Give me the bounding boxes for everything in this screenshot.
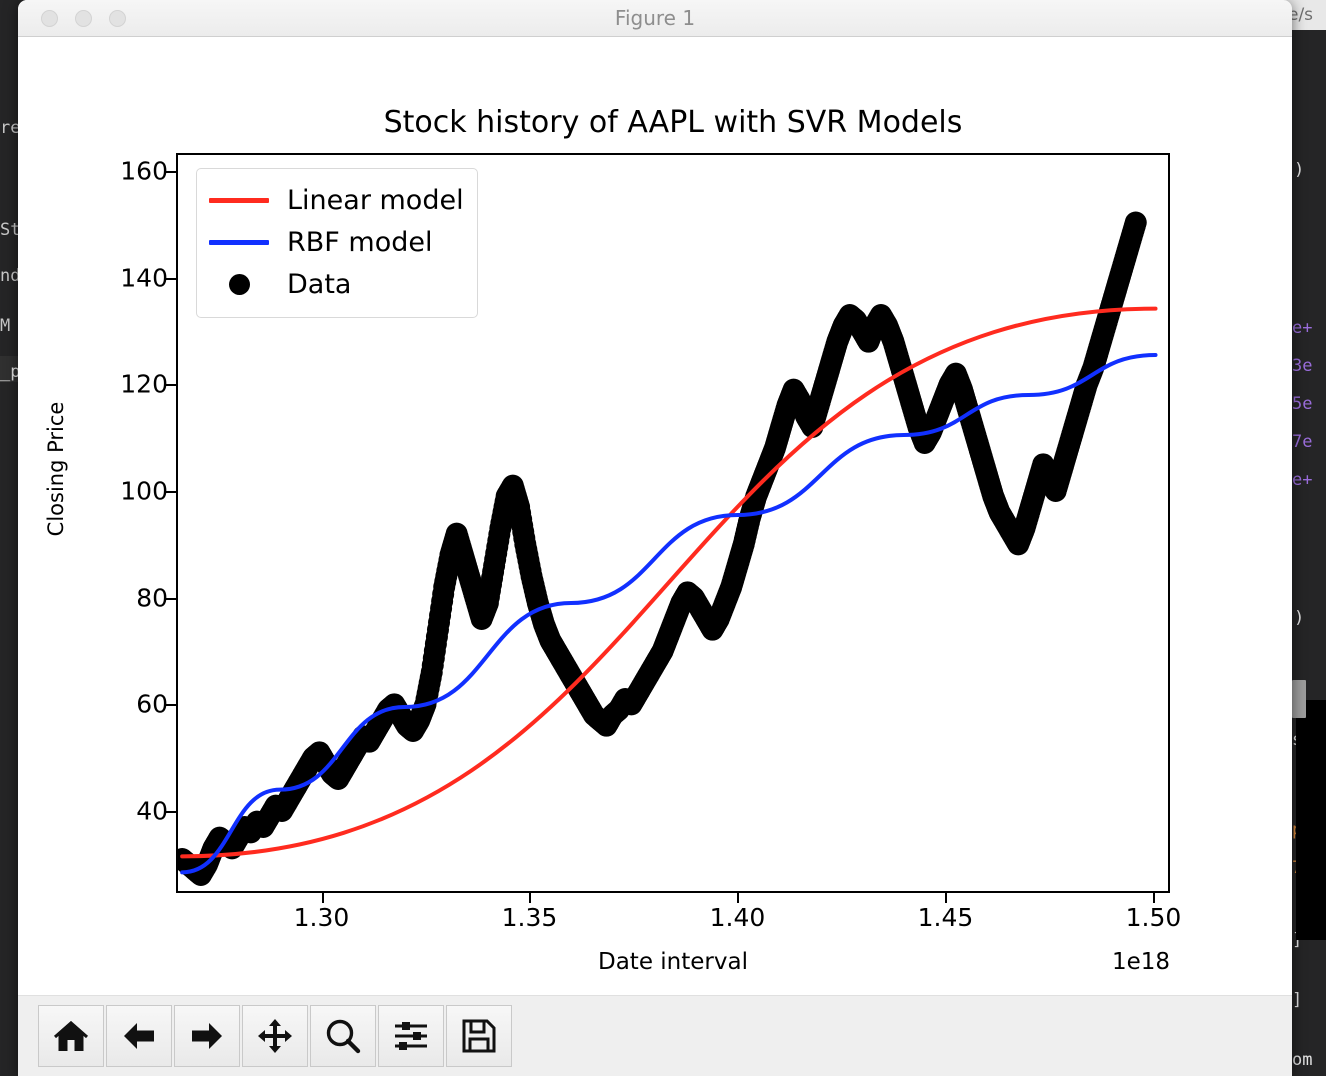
- close-button[interactable]: [41, 10, 58, 27]
- code-fragment: 5e: [1292, 394, 1313, 414]
- chart-title: Stock history of AAPL with SVR Models: [383, 105, 963, 140]
- chart-legend: Linear model RBF model Data: [196, 168, 478, 318]
- editor-scrollbar-thumb[interactable]: [1292, 680, 1306, 718]
- code-fragment: ): [1294, 608, 1305, 628]
- y-tick-mark: [166, 171, 176, 173]
- code-fragment: ]: [1292, 930, 1303, 950]
- figure-canvas[interactable]: Stock history of AAPL with SVR Models Cl…: [18, 37, 1292, 995]
- model-line: [180, 306, 1158, 859]
- legend-item: Linear model: [197, 179, 477, 221]
- y-tick-label: 100: [120, 476, 168, 506]
- x-tick-mark: [529, 893, 532, 903]
- x-tick-label: 1.40: [709, 903, 766, 932]
- legend-color-line: [209, 239, 269, 245]
- code-fragment: e+: [1292, 470, 1313, 490]
- code-fragment: e+: [1292, 318, 1313, 338]
- window-title: Figure 1: [614, 6, 696, 30]
- terminal-panel: [1296, 700, 1326, 940]
- y-tick-label: 60: [136, 689, 168, 719]
- legend-marker-swatch: [207, 263, 271, 305]
- y-axis-label: Closing Price: [44, 401, 68, 537]
- back-button[interactable]: [106, 1005, 172, 1067]
- legend-color-dot: [228, 273, 250, 295]
- magnifier-icon: [325, 1018, 361, 1054]
- legend-color-line: [209, 197, 269, 203]
- minimize-button[interactable]: [75, 10, 92, 27]
- x-tick-mark: [1153, 893, 1156, 903]
- plot-area[interactable]: Linear model RBF model Data: [176, 153, 1170, 893]
- x-tick-mark: [321, 893, 324, 903]
- move-icon: [257, 1018, 293, 1054]
- maximize-button[interactable]: [109, 10, 126, 27]
- home-button[interactable]: [38, 1005, 104, 1067]
- arrow-left-icon: [121, 1019, 157, 1053]
- code-fragment: _p: [0, 362, 21, 382]
- y-tick-mark: [166, 811, 176, 813]
- y-tick-mark: [166, 491, 176, 493]
- y-tick-mark: [166, 597, 176, 600]
- code-fragment: 7e: [1292, 432, 1313, 452]
- y-tick-label: 160: [120, 156, 168, 186]
- x-tick-label: 1.30: [293, 903, 350, 932]
- legend-item: Data: [197, 263, 477, 305]
- legend-label: Data: [287, 268, 352, 300]
- code-fragment: 3e: [1292, 356, 1313, 376]
- y-tick-mark: [166, 277, 176, 280]
- y-tick-label: 140: [120, 263, 168, 293]
- floppy-disk-icon: [462, 1019, 496, 1053]
- figure-window: Figure 1 Stock history of AAPL with SVR …: [18, 0, 1292, 1076]
- code-fragment: M: [0, 316, 11, 336]
- forward-button[interactable]: [174, 1005, 240, 1067]
- sliders-icon: [393, 1020, 429, 1052]
- configure-subplots-button[interactable]: [378, 1005, 444, 1067]
- code-fragment: nd: [0, 266, 21, 286]
- model-line: [180, 353, 1158, 875]
- y-tick-label: 120: [120, 369, 168, 399]
- home-icon: [53, 1019, 89, 1053]
- y-tick-mark: [166, 704, 176, 707]
- code-fragment: ): [1294, 160, 1305, 180]
- legend-line-swatch: [207, 221, 271, 263]
- y-tick-label: 40: [136, 796, 168, 826]
- x-tick-mark: [737, 893, 740, 903]
- legend-label: Linear model: [287, 184, 464, 216]
- x-tick-mark: [945, 893, 948, 903]
- x-tick-label: 1.50: [1125, 903, 1182, 932]
- y-tick-mark: [166, 384, 176, 387]
- code-fragment: ]: [1292, 990, 1303, 1010]
- plot-svg: [178, 211, 1158, 886]
- x-axis-offset-text: 1e18: [1111, 949, 1170, 975]
- code-fragment: om: [1292, 1050, 1313, 1070]
- legend-item: RBF model: [197, 221, 477, 263]
- zoom-button[interactable]: [310, 1005, 376, 1067]
- data-point: [1124, 211, 1147, 234]
- legend-line-swatch: [207, 179, 271, 221]
- x-tick-label: 1.35: [501, 903, 558, 932]
- x-axis-label: Date interval: [598, 949, 748, 975]
- legend-label: RBF model: [287, 226, 433, 258]
- pan-button[interactable]: [242, 1005, 308, 1067]
- matplotlib-toolbar: [18, 995, 1292, 1076]
- x-tick-label: 1.45: [917, 903, 974, 932]
- y-tick-label: 80: [136, 583, 168, 613]
- arrow-right-icon: [189, 1019, 225, 1053]
- window-titlebar[interactable]: Figure 1: [18, 0, 1292, 37]
- save-button[interactable]: [446, 1005, 512, 1067]
